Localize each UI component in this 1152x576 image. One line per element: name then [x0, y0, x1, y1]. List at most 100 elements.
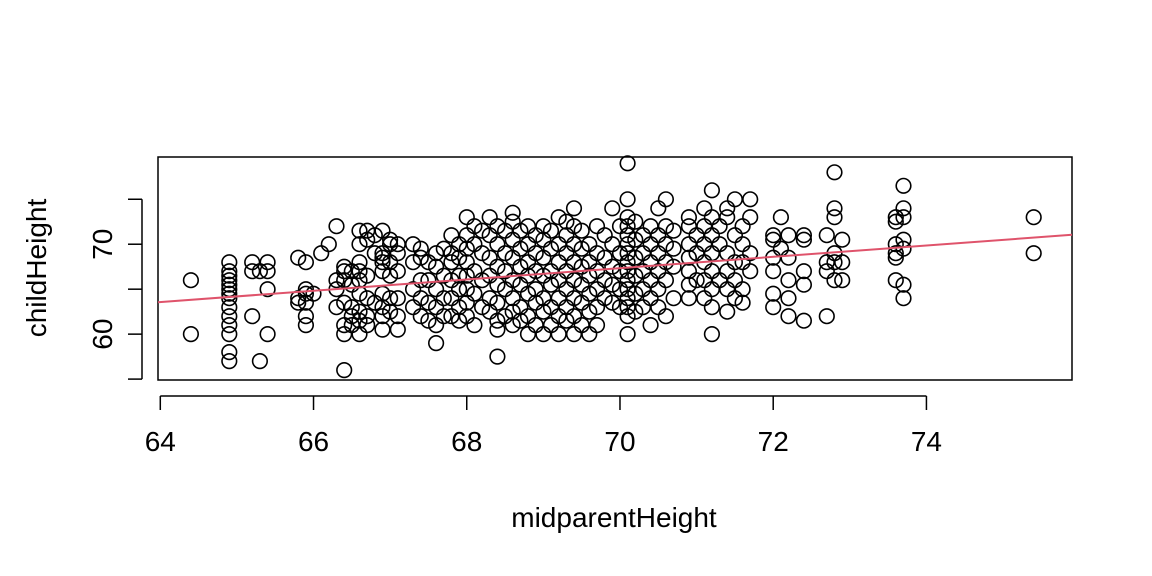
data-point [389, 308, 406, 325]
data-point [251, 353, 268, 370]
data-point [504, 231, 521, 248]
data-point [742, 191, 759, 208]
data-point [374, 321, 391, 338]
data-point [657, 236, 675, 253]
data-point [826, 254, 843, 271]
data-point [489, 236, 506, 253]
data-point [734, 294, 751, 311]
data-point [1025, 209, 1042, 226]
data-point [619, 308, 636, 325]
data-point [558, 281, 575, 298]
data-point [887, 272, 904, 289]
data-point [389, 245, 406, 262]
data-point [719, 303, 736, 320]
data-point [711, 236, 728, 253]
data-point [489, 258, 506, 275]
data-point [351, 303, 368, 320]
data-point [688, 272, 705, 289]
scatter-points [182, 155, 1042, 379]
data-point [895, 209, 912, 226]
data-point [642, 236, 659, 253]
x-axis-title: midparentHeight [511, 502, 717, 533]
data-point [619, 227, 636, 244]
data-point [688, 227, 705, 244]
data-point [772, 209, 790, 226]
data-point [719, 209, 736, 226]
data-point [696, 218, 713, 235]
data-point [619, 191, 636, 208]
data-point [657, 218, 675, 235]
regression-line [157, 233, 1073, 304]
data-point [818, 308, 835, 325]
data-point [619, 254, 636, 271]
data-point [182, 326, 199, 343]
data-point [565, 290, 583, 307]
data-point [581, 326, 598, 343]
data-point [619, 218, 636, 235]
data-point [588, 245, 606, 262]
data-point [458, 209, 475, 226]
data-point [619, 272, 636, 289]
data-point [244, 254, 261, 271]
data-point [466, 218, 483, 235]
data-point [719, 245, 736, 262]
data-point [619, 263, 636, 280]
data-point [650, 245, 667, 262]
data-point [297, 254, 315, 271]
data-point [542, 222, 560, 239]
data-point [359, 267, 376, 284]
data-point [680, 290, 698, 307]
data-point [351, 326, 368, 343]
data-point [542, 276, 560, 293]
data-point [297, 308, 315, 325]
data-point [550, 254, 567, 271]
data-point [895, 200, 912, 217]
data-point [642, 218, 659, 235]
data-point [382, 267, 399, 284]
data-point [481, 209, 498, 226]
data-point [642, 272, 659, 289]
data-point [642, 317, 659, 334]
data-point [221, 263, 238, 280]
data-point [297, 285, 315, 302]
data-point [527, 317, 544, 334]
data-point [627, 213, 644, 230]
data-point [565, 218, 583, 235]
data-point [887, 245, 904, 262]
data-point [221, 267, 238, 284]
data-point [221, 254, 238, 271]
data-point [550, 290, 567, 307]
data-point [221, 285, 238, 302]
data-point [596, 227, 613, 244]
data-point [573, 222, 590, 239]
data-point [627, 231, 644, 248]
data-point [550, 326, 567, 343]
data-point [290, 249, 307, 266]
data-point [734, 281, 751, 298]
data-point [313, 245, 330, 262]
data-point [343, 299, 360, 316]
x-tick-label: 70 [604, 426, 635, 457]
data-point [588, 218, 606, 235]
data-point [826, 200, 843, 217]
data-point [221, 276, 238, 293]
data-point [504, 213, 521, 230]
data-point [244, 308, 261, 325]
data-point [489, 294, 506, 311]
data-point [336, 326, 353, 343]
data-point [420, 294, 437, 311]
data-point [726, 272, 744, 289]
data-point [182, 272, 199, 289]
data-point [489, 312, 506, 329]
data-point [650, 227, 667, 244]
data-point [451, 267, 468, 284]
data-point [221, 299, 238, 316]
data-point [389, 321, 406, 338]
data-point [581, 267, 598, 284]
data-point [435, 290, 452, 307]
data-point [466, 285, 483, 302]
data-point [535, 326, 552, 343]
data-point [826, 164, 843, 181]
data-point [619, 245, 636, 262]
data-point [657, 254, 675, 271]
